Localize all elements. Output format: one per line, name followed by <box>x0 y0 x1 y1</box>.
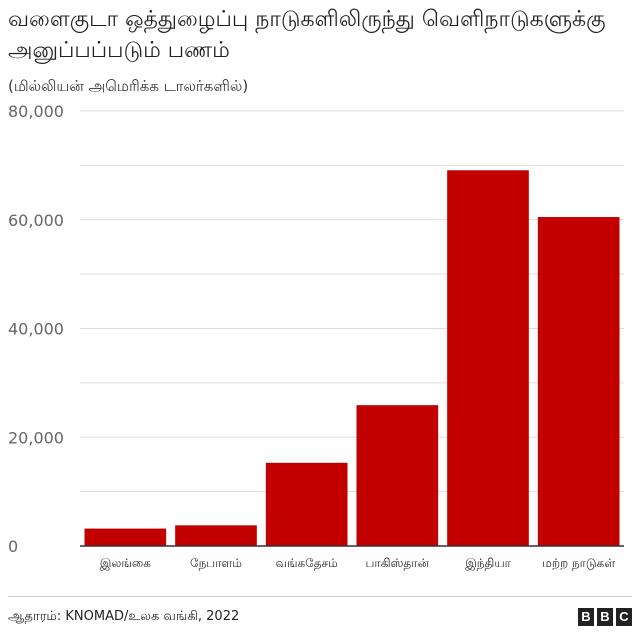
bbc-logo-letter: B <box>597 608 613 626</box>
x-category-label: பாகிஸ்தான் <box>366 556 430 570</box>
bar-chart: 0 20,000 40,000 60,000 80,000 இலங்கை நேபாளம் வங… <box>8 102 624 571</box>
bar <box>84 528 167 546</box>
y-tick-label: 40,000 <box>8 320 64 339</box>
x-category-label: மற்ற நாடுகள் <box>542 556 615 570</box>
y-tick-label: 0 <box>8 537 18 556</box>
source-note: ஆதாரம்: KNOMAD/உலக வங்கி, 2022 <box>8 609 240 624</box>
x-category-label: இந்தியா <box>465 556 511 571</box>
footer-divider <box>8 596 632 597</box>
bar <box>265 462 348 546</box>
x-category-label: வங்கதேசம் <box>276 556 338 570</box>
bar <box>175 525 257 546</box>
y-tick-label: 20,000 <box>8 428 64 447</box>
bbc-logo: B B C <box>578 608 632 626</box>
x-category-label: இலங்கை <box>100 556 152 571</box>
bar <box>537 217 620 546</box>
y-tick-label: 80,000 <box>8 102 64 121</box>
bbc-logo-letter: C <box>616 608 632 626</box>
bbc-logo-letter: B <box>578 608 594 626</box>
y-tick-label: 60,000 <box>8 211 64 230</box>
bar <box>447 170 529 547</box>
bar <box>356 405 439 546</box>
chart-subtitle: (மில்லியன் அமெரிக்க டாலர்களில்) <box>8 77 249 95</box>
chart-title: வளைகுடா ஒத்துழைப்பு நாடுகளிலிருந்து வெளி… <box>8 7 606 63</box>
x-category-label: நேபாளம் <box>190 556 242 570</box>
